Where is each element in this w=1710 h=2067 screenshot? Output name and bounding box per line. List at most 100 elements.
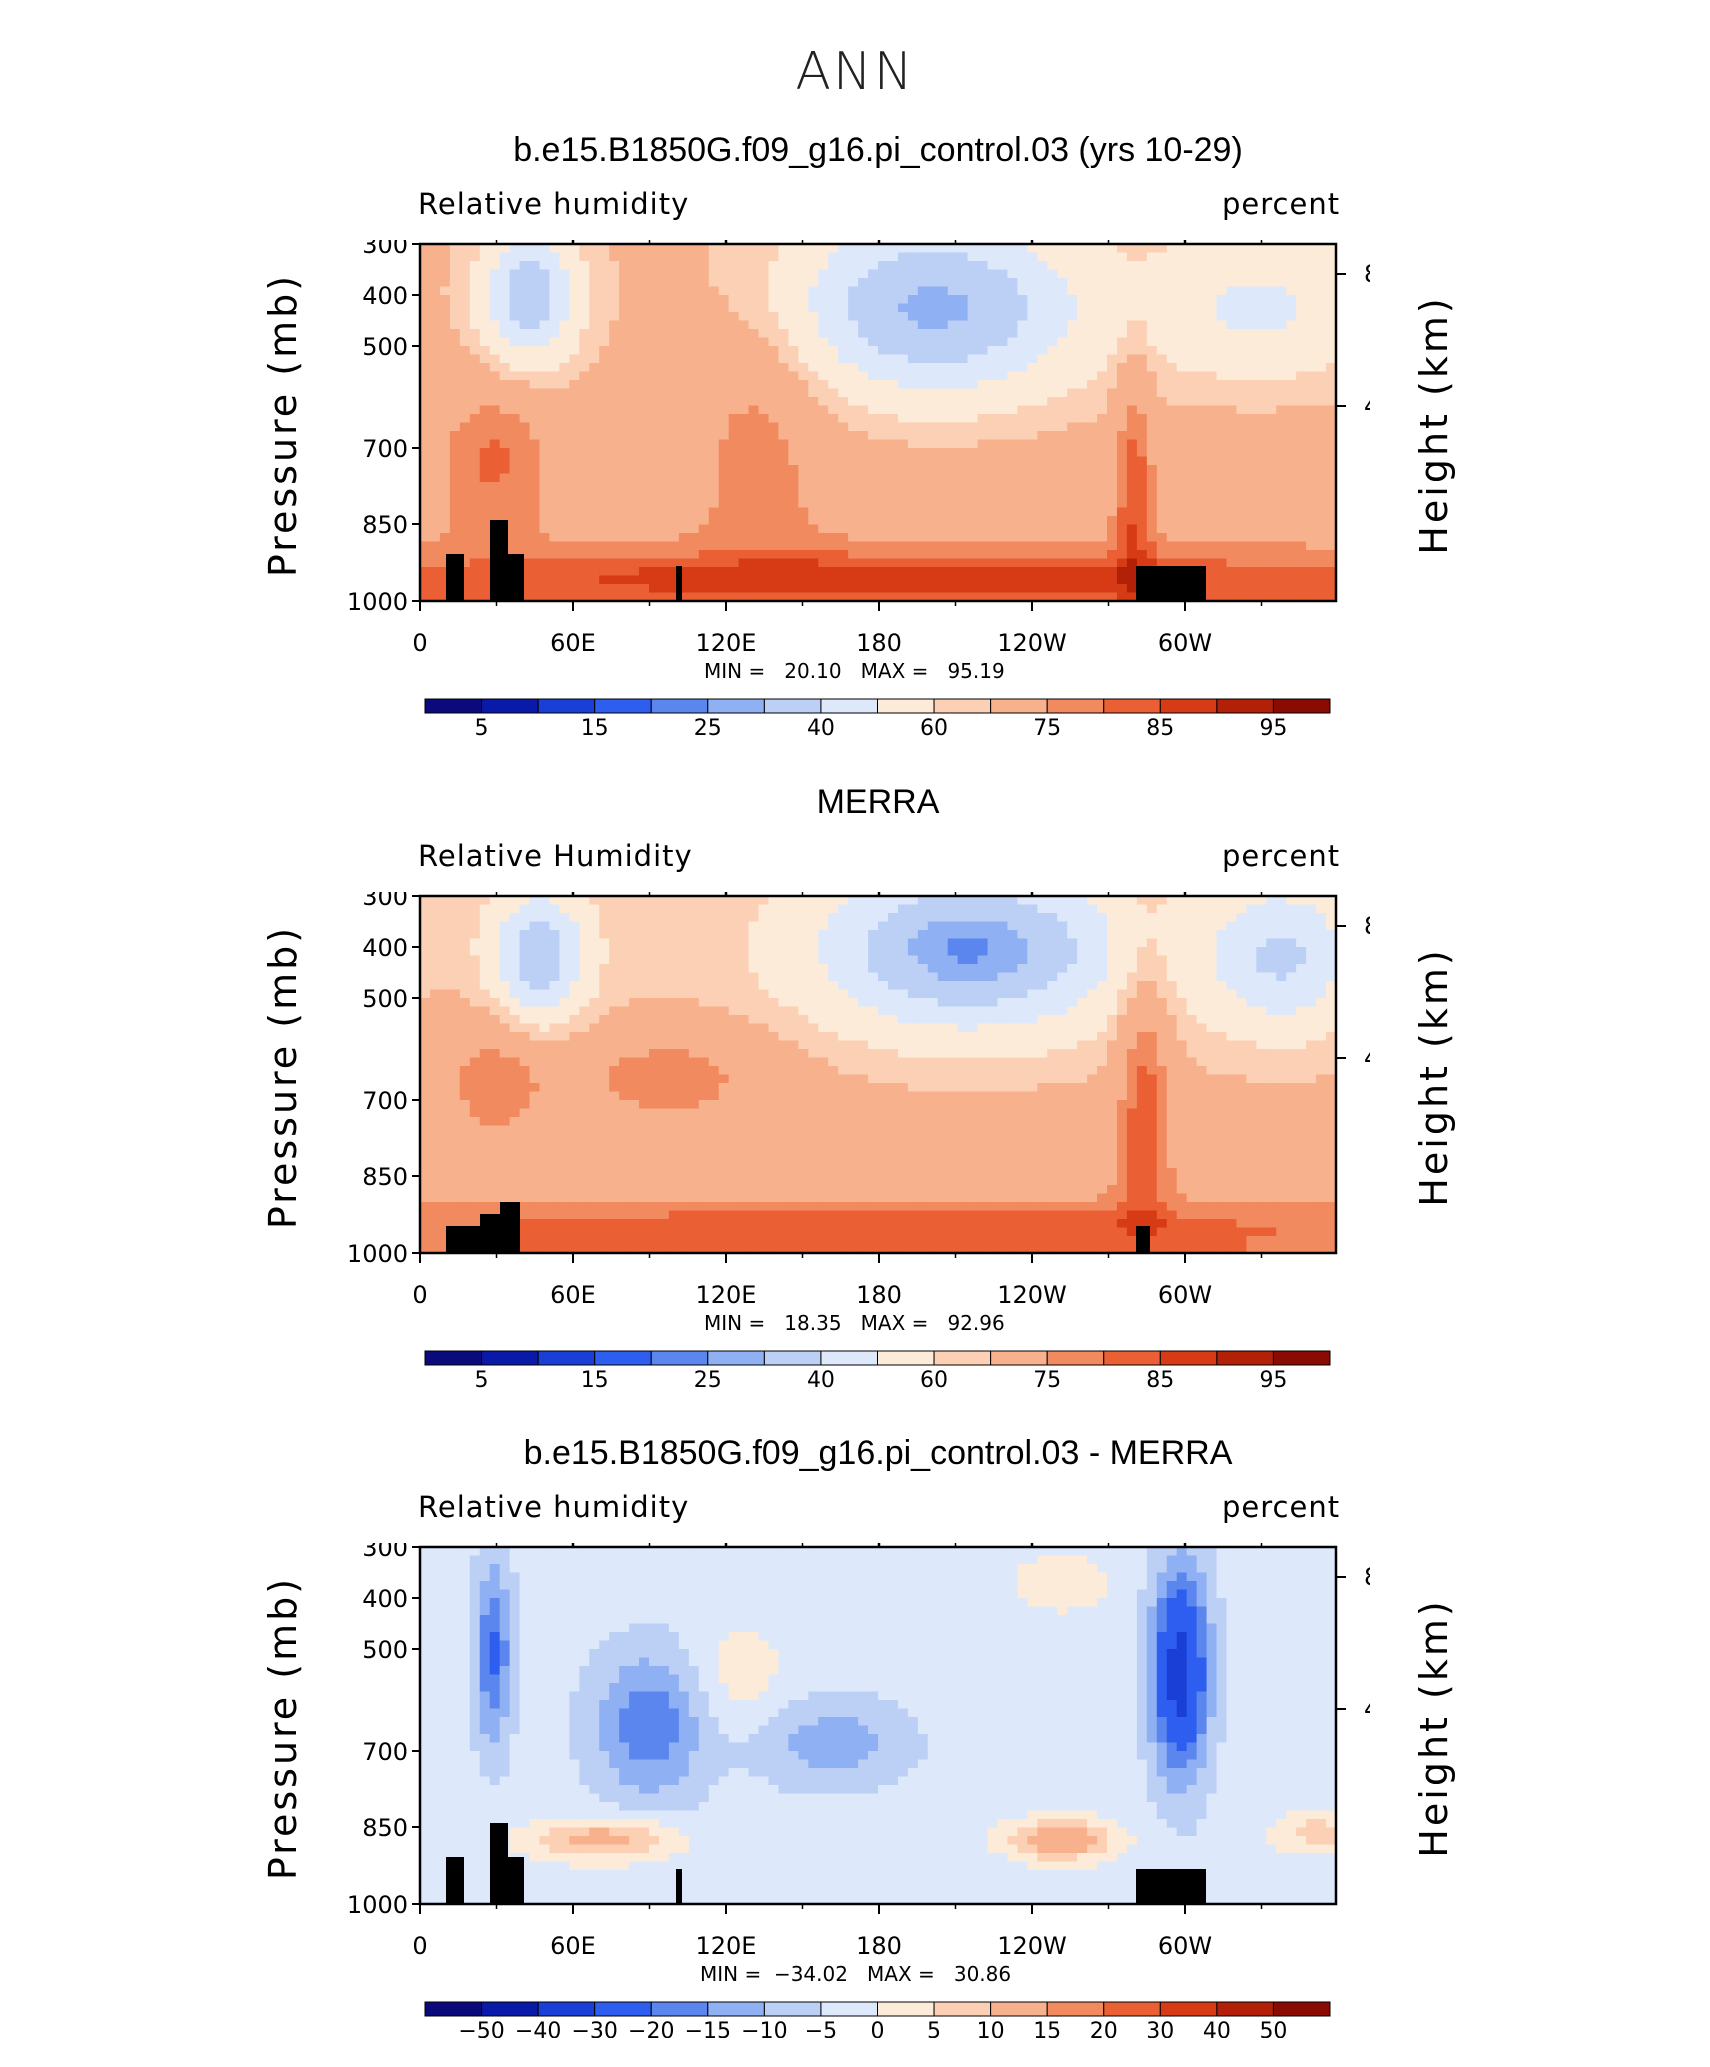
field-cell — [918, 576, 929, 585]
field-cell — [918, 939, 929, 948]
field-cell — [1167, 261, 1178, 270]
field-cell — [539, 525, 550, 534]
field-cell — [639, 905, 650, 914]
field-cell — [689, 295, 700, 304]
field-cell — [739, 312, 750, 321]
field-cell — [1147, 261, 1158, 270]
field-cell — [918, 981, 929, 990]
field-cell — [928, 905, 939, 914]
field-cell — [1316, 584, 1327, 593]
field-cell — [968, 372, 979, 381]
field-cell — [1286, 491, 1297, 500]
colorbar-label: 15 — [581, 716, 609, 741]
field-cell — [609, 516, 620, 525]
field-cell — [470, 329, 481, 338]
field-cell — [1047, 389, 1058, 398]
field-cell — [1316, 295, 1327, 304]
field-cell — [868, 287, 879, 296]
field-cell — [838, 304, 849, 313]
field-cell — [679, 244, 690, 253]
field-cell — [719, 499, 730, 508]
field-cell — [589, 567, 600, 576]
field-cell — [649, 372, 660, 381]
field-cell — [1077, 913, 1088, 922]
field-cell — [1057, 355, 1068, 364]
field-cell — [1057, 533, 1068, 542]
field-cell — [1027, 397, 1038, 406]
field-cell — [1117, 363, 1128, 372]
field-cell — [1067, 253, 1078, 262]
field-cell — [599, 261, 610, 270]
field-cell — [510, 363, 521, 372]
field-cell — [699, 964, 710, 973]
field-cell — [1037, 981, 1048, 990]
field-cell — [988, 287, 999, 296]
field-cell — [1097, 457, 1108, 466]
field-cell — [1047, 576, 1058, 585]
field-cell — [768, 508, 779, 517]
colorbar-swatch — [708, 699, 765, 713]
field-cell — [988, 533, 999, 542]
field-cell — [968, 905, 979, 914]
field-cell — [1296, 559, 1307, 568]
field-cell — [1037, 905, 1048, 914]
field-cell — [838, 329, 849, 338]
field-cell — [958, 355, 969, 364]
field-cell — [549, 372, 560, 381]
field-cell — [559, 981, 570, 990]
field-cell — [928, 981, 939, 990]
field-cell — [719, 913, 730, 922]
field-cell — [420, 525, 431, 534]
field-cell — [1286, 261, 1297, 270]
field-cell — [958, 406, 969, 415]
field-cell — [689, 389, 700, 398]
field-cell — [639, 440, 650, 449]
field-cell — [968, 576, 979, 585]
field-cell — [1137, 338, 1148, 347]
field-cell — [689, 964, 700, 973]
field-cell — [1256, 270, 1267, 279]
field-cell — [639, 380, 650, 389]
field-cell — [699, 329, 710, 338]
field-cell — [1067, 533, 1078, 542]
field-cell — [1256, 261, 1267, 270]
field-cell — [1077, 559, 1088, 568]
field-cell — [659, 896, 670, 905]
field-cell — [858, 448, 869, 457]
field-cell — [689, 457, 700, 466]
field-cell — [1017, 542, 1028, 551]
field-cell — [978, 525, 989, 534]
field-cell — [1127, 380, 1138, 389]
field-cell — [1137, 346, 1148, 355]
field-cell — [1077, 981, 1088, 990]
field-cell — [778, 423, 789, 432]
field-cell — [1047, 329, 1058, 338]
field-cell — [709, 270, 720, 279]
field-cell — [1107, 499, 1118, 508]
field-cell — [958, 287, 969, 296]
field-cell — [1246, 253, 1257, 262]
field-cell — [808, 550, 819, 559]
field-cell — [1217, 346, 1228, 355]
field-cell — [898, 905, 909, 914]
field-cell — [669, 380, 680, 389]
field-cell — [1276, 905, 1287, 914]
field-cell — [709, 440, 720, 449]
field-cell — [1047, 244, 1058, 253]
field-cell — [430, 312, 441, 321]
field-cell — [420, 508, 431, 517]
field-cell — [858, 431, 869, 440]
field-cell — [619, 491, 630, 500]
field-cell — [619, 981, 630, 990]
field-cell — [699, 939, 710, 948]
field-cell — [888, 516, 899, 525]
field-cell — [739, 516, 750, 525]
field-cell — [619, 287, 630, 296]
field-cell — [1067, 896, 1078, 905]
field-cell — [480, 584, 491, 593]
field-cell — [848, 312, 859, 321]
field-cell — [1207, 508, 1218, 517]
field-cell — [1037, 956, 1048, 965]
field-cell — [1117, 482, 1128, 491]
field-cell — [589, 312, 600, 321]
